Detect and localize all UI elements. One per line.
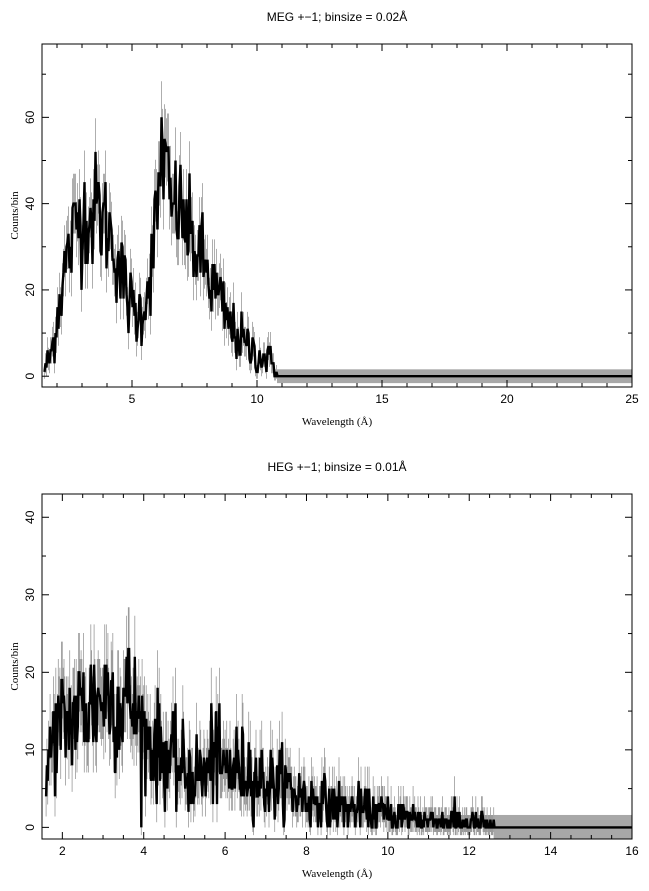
x-tick-label: 16 bbox=[625, 844, 639, 858]
y-tick-label: 10 bbox=[23, 743, 37, 757]
spectrum-line bbox=[43, 117, 632, 378]
y-tick-label: 40 bbox=[23, 197, 37, 211]
x-tick-label: 4 bbox=[140, 844, 147, 858]
plot-frame bbox=[41, 43, 633, 388]
x-tick-label: 10 bbox=[381, 844, 395, 858]
chart-title: HEG +−1; binsize = 0.01Å bbox=[267, 459, 406, 474]
spectrum-data bbox=[43, 81, 632, 384]
y-axis-label: Counts/bin bbox=[9, 642, 21, 691]
x-tick-label: 5 bbox=[129, 392, 136, 406]
y-tick-label: 0 bbox=[23, 373, 37, 380]
y-tick-label: 0 bbox=[23, 824, 37, 831]
x-axis-label: Wavelength (Å) bbox=[302, 416, 373, 428]
y-tick-label: 20 bbox=[23, 665, 37, 679]
y-tick-label: 30 bbox=[23, 588, 37, 602]
x-tick-label: 6 bbox=[222, 844, 229, 858]
spectrum-data bbox=[44, 607, 632, 839]
y-axis-label: Counts/bin bbox=[9, 191, 21, 240]
meg-panel: MEG +−1; binsize = 0.02Å 5 10 15 20 25 0 20 40 60… bbox=[9, 9, 639, 428]
heg-panel: HEG +−1; binsize = 0.01Å 2 4 6 8 10 12 14 16 0 10 2… bbox=[9, 459, 639, 880]
plot-frame bbox=[41, 493, 633, 840]
x-tick-label: 15 bbox=[375, 392, 389, 406]
x-axis-label: Wavelength (Å) bbox=[302, 868, 373, 880]
x-tick-label: 20 bbox=[500, 392, 514, 406]
x-tick-label: 8 bbox=[303, 844, 310, 858]
y-tick-label: 40 bbox=[23, 510, 37, 524]
x-tick-label: 25 bbox=[625, 392, 639, 406]
x-tick-label: 2 bbox=[59, 844, 66, 858]
x-tick-label: 14 bbox=[544, 844, 558, 858]
y-tick-label: 20 bbox=[23, 283, 37, 297]
chart-title: MEG +−1; binsize = 0.02Å bbox=[267, 9, 407, 24]
y-tick-label: 60 bbox=[23, 110, 37, 124]
spectrum-line bbox=[44, 647, 632, 829]
x-tick-label: 10 bbox=[250, 392, 264, 406]
x-tick-label: 12 bbox=[463, 844, 477, 858]
